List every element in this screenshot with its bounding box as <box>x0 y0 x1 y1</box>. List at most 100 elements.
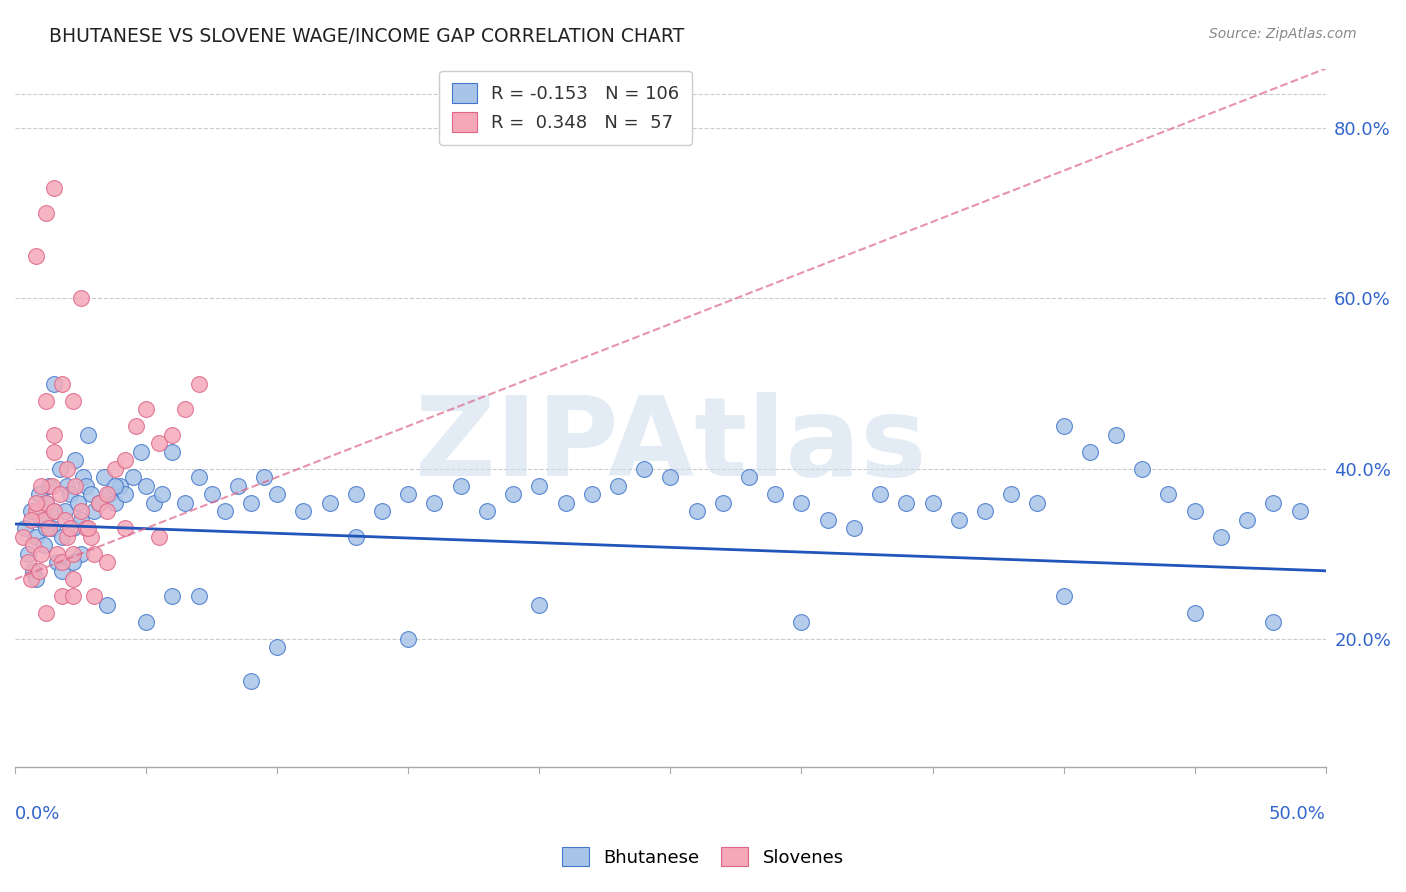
Point <box>162 444 184 458</box>
Point <box>20 504 42 518</box>
Point <box>44 376 66 391</box>
Point <box>46 547 69 561</box>
Point <box>69 504 91 518</box>
Point <box>396 487 419 501</box>
Point <box>162 427 184 442</box>
Point <box>62 590 84 604</box>
Point <box>53 513 76 527</box>
Point <box>318 496 340 510</box>
Legend: Bhutanese, Slovenes: Bhutanese, Slovenes <box>555 840 851 874</box>
Point <box>80 487 103 501</box>
Point <box>344 487 367 501</box>
Point <box>83 590 105 604</box>
Point <box>65 453 87 467</box>
Point <box>1236 513 1258 527</box>
Point <box>83 547 105 561</box>
Point <box>75 521 97 535</box>
Point <box>1105 427 1128 442</box>
Point <box>96 598 118 612</box>
Point <box>96 555 118 569</box>
Point <box>35 607 58 621</box>
Point <box>35 521 58 535</box>
Point <box>30 478 52 492</box>
Point <box>266 487 288 501</box>
Text: 50.0%: 50.0% <box>1270 805 1326 823</box>
Point <box>124 419 146 434</box>
Point <box>104 496 127 510</box>
Point <box>104 478 127 492</box>
Legend: R = -0.153   N = 106, R =  0.348   N =  57: R = -0.153 N = 106, R = 0.348 N = 57 <box>439 70 692 145</box>
Point <box>529 478 551 492</box>
Point <box>344 530 367 544</box>
Point <box>266 640 288 655</box>
Point <box>87 496 110 510</box>
Point <box>108 478 131 492</box>
Point <box>69 291 91 305</box>
Point <box>104 461 127 475</box>
Point <box>114 453 136 467</box>
Point <box>253 470 276 484</box>
Point <box>51 590 73 604</box>
Point <box>22 538 45 552</box>
Point <box>1026 496 1049 510</box>
Point <box>1078 444 1101 458</box>
Point <box>201 487 224 501</box>
Point <box>32 538 55 552</box>
Point <box>62 521 84 535</box>
Point <box>114 487 136 501</box>
Point <box>62 393 84 408</box>
Point <box>62 572 84 586</box>
Point <box>174 402 197 417</box>
Point <box>239 496 262 510</box>
Point <box>25 530 48 544</box>
Point <box>27 487 49 501</box>
Point <box>292 504 315 518</box>
Point <box>187 590 209 604</box>
Point <box>44 180 66 194</box>
Point <box>72 470 94 484</box>
Point <box>46 555 69 569</box>
Point <box>371 504 394 518</box>
Point <box>96 504 118 518</box>
Point <box>948 513 970 527</box>
Point <box>51 530 73 544</box>
Point <box>1052 419 1074 434</box>
Point <box>44 444 66 458</box>
Point <box>32 513 55 527</box>
Point <box>150 487 173 501</box>
Point <box>162 590 184 604</box>
Point <box>44 427 66 442</box>
Point <box>659 470 682 484</box>
Point <box>53 504 76 518</box>
Point <box>51 376 73 391</box>
Point <box>51 564 73 578</box>
Point <box>35 496 58 510</box>
Point <box>763 487 786 501</box>
Point <box>396 632 419 646</box>
Point <box>83 504 105 518</box>
Point <box>51 555 73 569</box>
Point <box>69 513 91 527</box>
Point <box>129 444 152 458</box>
Text: ZIPAtlas: ZIPAtlas <box>415 392 927 499</box>
Point <box>62 555 84 569</box>
Point <box>96 487 118 501</box>
Point <box>1263 615 1285 629</box>
Point <box>148 436 170 450</box>
Text: BHUTANESE VS SLOVENE WAGE/INCOME GAP CORRELATION CHART: BHUTANESE VS SLOVENE WAGE/INCOME GAP COR… <box>49 27 685 45</box>
Point <box>869 487 891 501</box>
Point <box>475 504 498 518</box>
Point <box>59 487 82 501</box>
Point <box>41 478 63 492</box>
Point <box>581 487 603 501</box>
Point <box>20 572 42 586</box>
Point <box>214 504 236 518</box>
Point <box>633 461 655 475</box>
Point <box>135 615 157 629</box>
Point <box>790 615 813 629</box>
Point <box>842 521 865 535</box>
Point <box>1184 607 1206 621</box>
Point <box>44 504 66 518</box>
Point <box>27 564 49 578</box>
Point <box>77 521 100 535</box>
